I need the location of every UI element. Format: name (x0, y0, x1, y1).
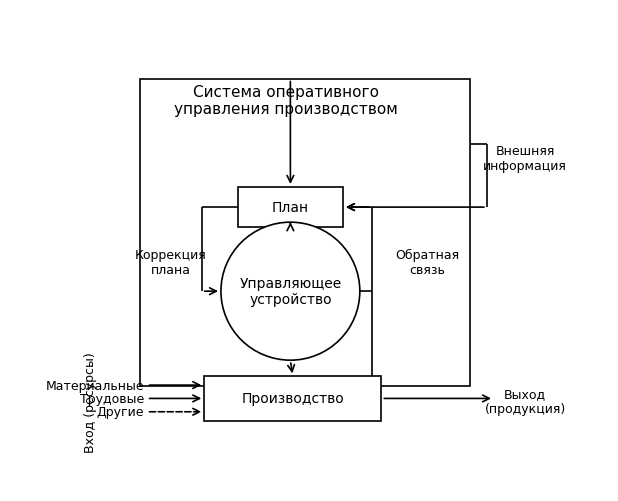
Ellipse shape (221, 223, 360, 360)
Text: Коррекция
плана: Коррекция плана (135, 248, 206, 277)
Text: Вход (ресурсы): Вход (ресурсы) (84, 351, 97, 452)
Text: Другие: Другие (97, 405, 145, 418)
Text: Выход
(продукция): Выход (продукция) (485, 388, 565, 415)
Text: Внешняя
информация: Внешняя информация (483, 144, 567, 172)
Bar (238, 187, 343, 228)
Text: Обратная
связь: Обратная связь (395, 248, 459, 277)
Text: Трудовые: Трудовые (80, 392, 145, 405)
Text: План: План (272, 201, 309, 214)
Text: Управляющее
устройство: Управляющее устройство (239, 277, 342, 307)
Text: Производство: Производство (242, 392, 344, 406)
Bar (140, 79, 470, 386)
Text: Материальные: Материальные (46, 379, 145, 392)
Text: Система оперативного
управления производством: Система оперативного управления производ… (174, 85, 397, 117)
Bar (204, 376, 381, 421)
